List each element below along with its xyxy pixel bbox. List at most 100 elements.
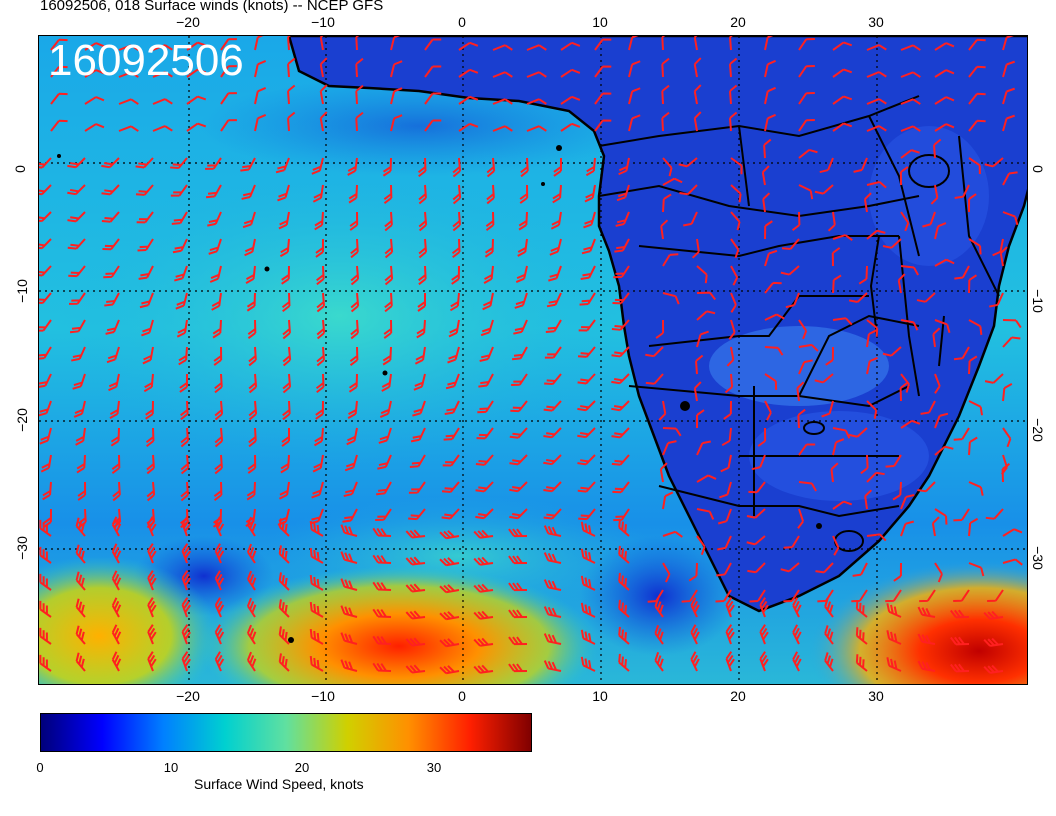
wind-barb	[42, 481, 52, 501]
wind-barb	[137, 238, 154, 252]
wind-barb	[348, 373, 358, 393]
wind-barb	[580, 656, 596, 672]
wind-barb	[147, 651, 157, 672]
wind-barb	[696, 330, 709, 348]
wind-barb	[545, 319, 562, 333]
wind-barb	[866, 356, 878, 375]
wind-barb	[853, 157, 868, 173]
wind-barb	[792, 624, 802, 645]
wind-barb	[111, 570, 122, 591]
wind-barb	[147, 624, 157, 645]
wind-barb	[543, 606, 562, 618]
wind-barb	[866, 98, 887, 105]
wind-barb	[577, 454, 596, 466]
wind-barb	[953, 508, 970, 522]
wind-barb	[212, 319, 222, 339]
wind-barb	[584, 184, 596, 203]
wind-barb	[992, 238, 1004, 257]
wind-barb	[729, 57, 738, 78]
wind-map-canvas	[39, 36, 1027, 684]
wind-barb	[214, 373, 223, 394]
wind-barb	[983, 637, 1004, 647]
wind-barb	[319, 36, 328, 51]
wind-barb	[721, 427, 732, 447]
wind-barb	[730, 157, 743, 175]
wind-barb	[798, 481, 817, 492]
wind-barb	[543, 427, 562, 439]
wind-barb	[316, 265, 325, 286]
wind-map[interactable]	[38, 35, 1028, 685]
wind-barb	[84, 69, 105, 78]
wind-barb	[916, 292, 936, 303]
wind-barb	[381, 373, 392, 392]
wind-barb	[662, 177, 683, 186]
wind-barb	[180, 427, 189, 448]
colorbar-tick: 10	[163, 760, 179, 775]
wind-barb	[287, 111, 296, 132]
wind-barb	[476, 427, 494, 440]
wind-barb	[319, 111, 328, 132]
wind-barb	[220, 38, 237, 51]
wind-barb	[549, 238, 562, 256]
wind-barb	[39, 373, 52, 389]
wind-barb	[405, 583, 426, 593]
wind-barb	[543, 525, 562, 537]
wind-barb	[900, 520, 915, 537]
wind-barb	[832, 68, 853, 78]
wind-barb	[662, 292, 680, 305]
wind-barb	[611, 427, 630, 439]
wind-barb	[178, 346, 188, 366]
wind-barb	[67, 238, 86, 250]
wind-barb	[482, 292, 494, 311]
wind-barb	[985, 508, 1004, 520]
lat-tick-left: −20	[13, 408, 30, 432]
wind-barb	[508, 636, 528, 646]
wind-barb	[247, 319, 257, 339]
wind-barb	[171, 211, 188, 225]
wind-barb	[729, 84, 738, 105]
wind-barb	[254, 113, 267, 132]
wind-barb	[661, 111, 670, 132]
wind-barb	[515, 265, 528, 283]
lat-tick-right: 0	[1029, 165, 1046, 173]
wind-barb	[278, 599, 290, 618]
wind-barb	[405, 529, 426, 539]
lon-tick-top: −20	[176, 14, 200, 30]
wind-barb	[316, 292, 326, 313]
wind-barb	[181, 624, 191, 645]
wind-barb	[526, 44, 547, 51]
wind-barb	[287, 36, 296, 51]
wind-barb	[764, 313, 785, 321]
wind-barb	[458, 95, 479, 105]
wind-barb	[408, 508, 426, 521]
wind-barb	[866, 319, 879, 337]
wind-barb	[716, 562, 732, 577]
wind-barb	[152, 125, 173, 132]
wind-barb	[695, 354, 704, 375]
wind-barb	[39, 211, 52, 223]
wind-barb	[508, 609, 528, 619]
wind-barb	[278, 211, 290, 230]
wind-barb	[866, 71, 887, 78]
wind-barb	[413, 373, 426, 391]
wind-barb	[519, 184, 529, 204]
wind-barb	[550, 211, 562, 230]
wind-barb	[278, 653, 290, 672]
wind-barb	[824, 598, 834, 618]
wind-barb	[725, 651, 735, 672]
wind-barb	[747, 562, 766, 574]
wind-barb	[340, 551, 358, 564]
wind-barb	[832, 535, 840, 556]
wind-barb	[594, 38, 612, 51]
wind-barb	[579, 292, 596, 306]
wind-barb	[612, 481, 630, 494]
wind-barb	[39, 292, 52, 305]
wind-barb	[377, 454, 392, 470]
wind-barb	[696, 535, 706, 556]
inland-wind-patch	[869, 126, 989, 266]
wind-barb	[900, 373, 910, 393]
wind-barb	[764, 86, 776, 105]
wind-barb	[278, 545, 290, 564]
wind-barb	[214, 454, 223, 475]
wind-barb	[147, 570, 157, 591]
